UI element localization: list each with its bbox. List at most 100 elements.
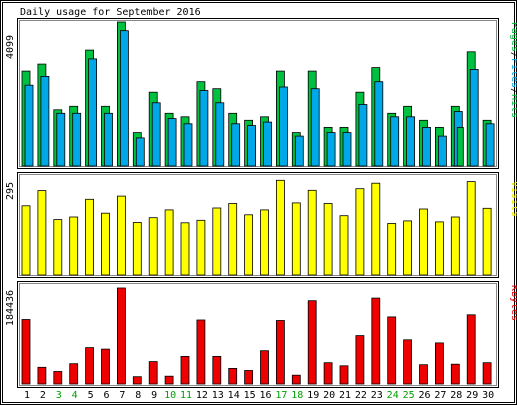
bar-kbytes-24 bbox=[387, 316, 397, 385]
bar-files-27 bbox=[437, 135, 447, 167]
x-tick-label-8: 8 bbox=[135, 390, 141, 401]
bar-kbytes-10 bbox=[164, 375, 174, 385]
x-tick-label-23: 23 bbox=[371, 390, 383, 401]
bar-files-10 bbox=[167, 118, 177, 167]
x-tick-label-13: 13 bbox=[212, 390, 224, 401]
bar-kbytes-22 bbox=[355, 335, 365, 385]
bar-visits-22 bbox=[355, 188, 365, 276]
bar-kbytes-9 bbox=[148, 361, 158, 385]
bar-files-17 bbox=[278, 86, 288, 167]
legend-visits: Visits bbox=[509, 181, 517, 217]
bar-files-19 bbox=[310, 88, 320, 167]
x-tick-label-1: 1 bbox=[24, 390, 30, 401]
bar-visits-7 bbox=[117, 195, 126, 276]
x-tick-label-19: 19 bbox=[307, 390, 319, 401]
bars-visits bbox=[21, 179, 492, 276]
bar-files-3 bbox=[56, 112, 66, 167]
bar-files-23 bbox=[374, 81, 384, 167]
bar-files-21 bbox=[342, 132, 352, 167]
bar-files-29 bbox=[469, 69, 479, 167]
bar-files-13 bbox=[215, 102, 225, 167]
bar-files-15 bbox=[247, 125, 257, 167]
x-tick-label-12: 12 bbox=[196, 390, 208, 401]
bar-kbytes-18 bbox=[291, 374, 301, 385]
x-tick-label-4: 4 bbox=[72, 390, 78, 401]
bar-files-1 bbox=[24, 84, 34, 167]
bar-visits-28 bbox=[450, 216, 460, 276]
bar-kbytes-29 bbox=[466, 314, 476, 385]
bar-files-2 bbox=[40, 76, 50, 167]
panel-frame-kbytes-inner bbox=[19, 283, 497, 386]
bar-visits-2 bbox=[37, 190, 47, 276]
bar-visits-11 bbox=[180, 222, 190, 276]
legend-files: Files bbox=[509, 58, 517, 88]
bar-visits-10 bbox=[164, 209, 174, 276]
bar-visits-17 bbox=[275, 179, 285, 276]
bar-visits-27 bbox=[434, 221, 444, 276]
bar-visits-8 bbox=[132, 222, 142, 276]
bar-visits-4 bbox=[69, 216, 79, 276]
bar-kbytes-15 bbox=[244, 370, 254, 385]
bar-visits-30 bbox=[482, 207, 492, 276]
panel-frame-top bbox=[17, 18, 499, 169]
x-tick-label-14: 14 bbox=[228, 390, 240, 401]
panel-frame-kbytes bbox=[17, 281, 499, 388]
x-tick-label-7: 7 bbox=[119, 390, 125, 401]
x-tick-label-18: 18 bbox=[291, 390, 303, 401]
x-tick-label-28: 28 bbox=[450, 390, 462, 401]
bar-visits-9 bbox=[148, 217, 158, 276]
bar-visits-20 bbox=[323, 203, 333, 276]
x-tick-label-30: 30 bbox=[482, 390, 494, 401]
bar-files-22 bbox=[358, 104, 368, 167]
x-tick-label-17: 17 bbox=[275, 390, 287, 401]
bar-kbytes-14 bbox=[228, 367, 238, 385]
x-tick-label-11: 11 bbox=[180, 390, 192, 401]
bar-kbytes-28 bbox=[450, 363, 460, 385]
legend-hits-files-pages: Pages/Files/Hits bbox=[509, 22, 517, 118]
bar-visits-26 bbox=[419, 208, 428, 276]
legend-pages: Pages bbox=[509, 22, 517, 52]
panel-frame-top-inner bbox=[19, 20, 497, 167]
bars-hits-files-pages bbox=[21, 21, 495, 167]
bar-files-9 bbox=[151, 102, 161, 167]
bar-visits-3 bbox=[53, 219, 63, 276]
bar-files-8 bbox=[135, 137, 145, 167]
x-tick-label-24: 24 bbox=[387, 390, 399, 401]
bar-kbytes-4 bbox=[69, 363, 79, 385]
x-tick-label-22: 22 bbox=[355, 390, 367, 401]
bar-kbytes-13 bbox=[212, 355, 222, 385]
bar-kbytes-11 bbox=[180, 355, 190, 385]
bar-files-12 bbox=[199, 90, 209, 167]
bars-kbytes bbox=[21, 287, 492, 385]
bar-visits-1 bbox=[21, 205, 31, 276]
x-tick-label-2: 2 bbox=[40, 390, 46, 401]
bar-visits-13 bbox=[212, 207, 222, 276]
bar-kbytes-27 bbox=[434, 342, 444, 385]
bar-kbytes-30 bbox=[482, 362, 492, 385]
bar-kbytes-7 bbox=[117, 287, 126, 385]
x-tick-label-20: 20 bbox=[323, 390, 335, 401]
bar-visits-21 bbox=[339, 215, 349, 276]
panel-frame-visits-inner bbox=[19, 174, 497, 276]
x-tick-label-6: 6 bbox=[103, 390, 109, 401]
bar-visits-23 bbox=[371, 182, 381, 276]
bar-visits-18 bbox=[291, 202, 301, 276]
bar-kbytes-21 bbox=[339, 365, 349, 385]
bar-kbytes-25 bbox=[403, 339, 413, 385]
bar-files-6 bbox=[104, 112, 113, 167]
bar-visits-16 bbox=[260, 209, 269, 276]
bar-kbytes-19 bbox=[307, 300, 317, 385]
chart-title: Daily usage for September 2016 bbox=[20, 7, 201, 18]
bar-files-7 bbox=[120, 30, 129, 167]
x-tick-label-5: 5 bbox=[88, 390, 94, 401]
ymax-label-visits: 295 bbox=[5, 182, 16, 200]
bar-kbytes-1 bbox=[21, 319, 31, 385]
bar-visits-24 bbox=[387, 223, 397, 276]
bar-kbytes-5 bbox=[85, 347, 94, 385]
bar-files-16 bbox=[263, 121, 272, 167]
bar-pages-28 bbox=[456, 127, 464, 167]
bar-visits-6 bbox=[101, 212, 110, 276]
x-axis-labels: 1 2 3 4 5 6 7 8 9 10 11 12 13 14 15 16 17 18 19 20 21 22 23 24 2… bbox=[24, 390, 494, 401]
bar-files-30 bbox=[485, 123, 495, 167]
